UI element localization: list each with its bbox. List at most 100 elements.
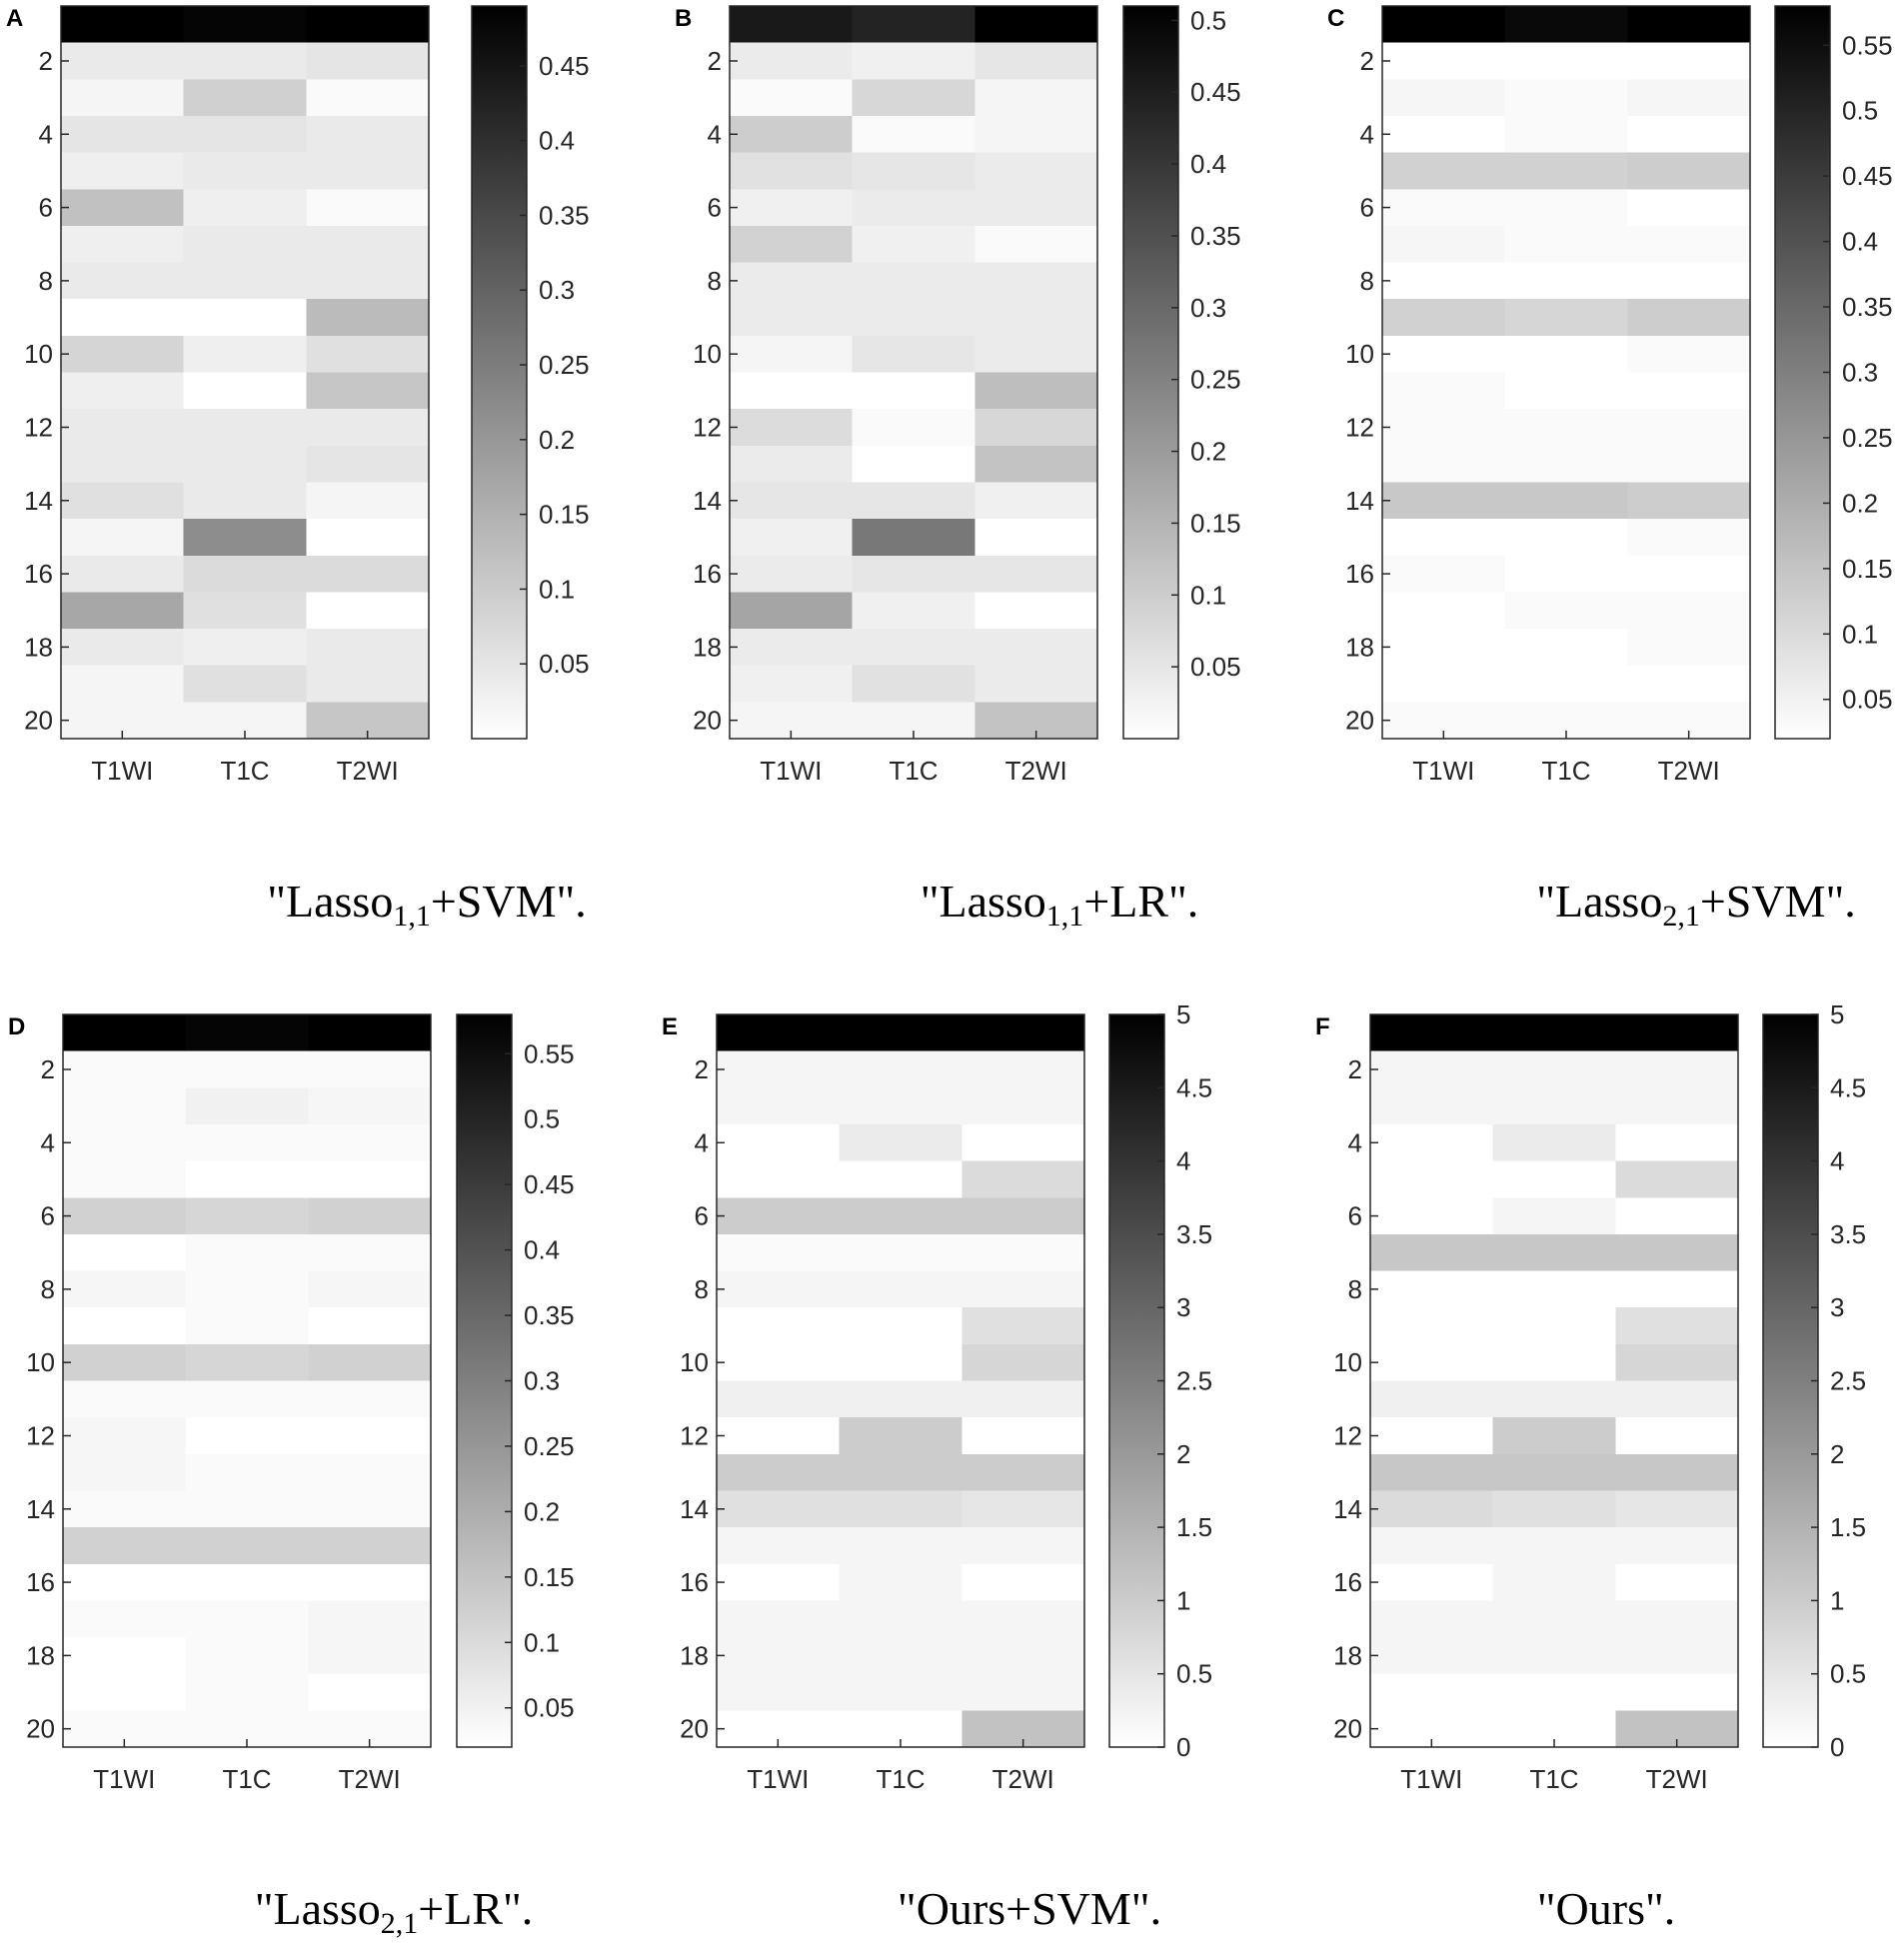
heatmap-cell [1492,1380,1616,1418]
heatmap-cell [1627,592,1751,630]
heatmap-cell [308,1233,432,1272]
colorbar-tick-label: 0.4 [1190,149,1226,179]
heatmap-cell [308,1673,432,1711]
heatmap-cell [1382,665,1506,703]
colorbar-tick-label: 0.2 [539,425,575,455]
y-tick-label: 20 [1345,706,1374,736]
heatmap-cell [717,1160,841,1198]
heatmap-cell [1492,1050,1616,1088]
heatmap-cell [839,1087,962,1125]
heatmap-cell [1370,1050,1494,1088]
heatmap-cell [1382,115,1506,154]
heatmap-cell [1627,189,1751,227]
heatmap-cell [308,1343,432,1382]
heatmap-cell [730,42,854,80]
colorbar-tick-label: 3.5 [1830,1219,1866,1249]
x-tick-label: T1C [1541,756,1590,786]
heatmap-cell [185,1380,309,1418]
x-tick-label: T1WI [1400,1764,1462,1794]
heatmap-cell [961,1343,1085,1382]
heatmap-cell [974,152,1098,190]
heatmap-cell [308,1563,432,1601]
heatmap-cell [306,445,430,484]
heatmap-cell [185,1637,309,1675]
colorbar-tick-label: 0.35 [539,200,590,230]
heatmap-cell [1370,1453,1494,1492]
heatmap-cell [717,1490,841,1528]
heatmap-cell [306,592,430,630]
x-tick-label: T1C [889,756,938,786]
heatmap-cell [1504,372,1628,410]
y-tick-label: 16 [26,1567,55,1597]
heatmap-cell [1370,1563,1494,1601]
heatmap-cell [1504,592,1628,630]
panel-letter: F [1315,1013,1330,1040]
heatmap-cell [852,372,975,410]
heatmap-cell [730,592,854,630]
heatmap-cell [730,299,854,337]
heatmap-cell [717,1050,841,1088]
heatmap-cell [1492,1527,1616,1565]
y-tick-label: 18 [693,632,722,662]
heatmap-cell [839,1014,962,1052]
heatmap-cell [183,372,307,410]
heatmap-cell [961,1123,1085,1162]
heatmap-cell [308,1270,432,1308]
heatmap-panel-d: D2 4 6 8 10 12 14 16 18 20 T1WI T1C T2WI 0.05 0.1 0.15 0… [8,1013,575,1940]
heatmap-cell [1382,592,1506,630]
heatmap-cell [185,1417,309,1455]
heatmap-cell [63,1307,187,1345]
heatmap-cell [974,482,1098,520]
heatmap-cell [185,1527,309,1565]
y-tick-label: 14 [693,486,722,516]
heatmap-cell [306,79,430,117]
heatmap-cell [1627,555,1751,593]
heatmap-cell [1615,1087,1739,1125]
y-tick-label: 4 [41,1127,55,1157]
heatmap-cell [306,629,430,667]
y-tick-label: 6 [1360,193,1374,223]
heatmap-cell [961,1600,1085,1638]
heatmap-cell [852,592,975,630]
colorbar [1123,6,1178,739]
heatmap-cell [308,1380,432,1418]
heatmap-cell [1370,1380,1494,1418]
panel-caption: "Lasso1,1+LR". [921,876,1199,933]
heatmap-cell [961,1197,1085,1235]
heatmap-cell [306,115,430,154]
heatmap-cell [730,409,854,447]
colorbar-tick-label: 0.2 [1190,437,1226,467]
y-tick-label: 12 [1345,412,1374,442]
x-tick-label: T2WI [1646,1764,1708,1794]
heatmap-cell [63,1490,187,1528]
heatmap-cell [1370,1233,1494,1272]
heatmap-cell [61,409,185,447]
heatmap-cell [308,1050,432,1088]
y-tick-label: 8 [1360,266,1374,296]
colorbar-tick-label: 0.05 [1842,685,1893,715]
heatmap-cell [717,1014,841,1052]
heatmap-cell [1382,445,1506,484]
heatmap-cell [1615,1527,1739,1565]
colorbar-tick-label: 5 [1176,999,1190,1029]
y-tick-label: 16 [693,559,722,589]
heatmap-cell [730,629,854,667]
heatmap-cell [1615,1050,1739,1088]
heatmap-cell [306,555,430,593]
heatmap-cell [839,1453,962,1492]
heatmap-cell [1504,335,1628,374]
heatmap-cell [974,262,1098,300]
heatmap-cell [306,225,430,264]
heatmap-cell [306,152,430,190]
heatmap-cell [63,1087,187,1125]
y-tick-label: 18 [24,632,53,662]
x-tick-label: T2WI [337,756,399,786]
heatmap-cell [717,1637,841,1675]
panel-letter: E [662,1013,678,1040]
heatmap-cell [183,299,307,337]
heatmap-cell [1382,6,1506,44]
heatmap-cell [1615,1563,1739,1601]
heatmap-cell [1492,1123,1616,1162]
heatmap-cell [852,225,975,264]
y-tick-label: 10 [693,339,722,369]
